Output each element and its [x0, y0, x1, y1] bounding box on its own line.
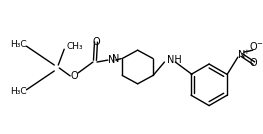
- Text: H₃C: H₃C: [10, 40, 27, 49]
- Text: CH₃: CH₃: [66, 42, 83, 51]
- Text: NH: NH: [168, 55, 182, 65]
- Text: H₃C: H₃C: [10, 87, 27, 96]
- Text: O: O: [250, 58, 257, 68]
- Text: −: −: [256, 41, 262, 47]
- Text: O: O: [92, 37, 100, 47]
- Text: +: +: [243, 49, 249, 55]
- Text: N: N: [112, 54, 119, 64]
- Text: N: N: [108, 55, 115, 65]
- Text: N: N: [238, 50, 246, 60]
- Text: O: O: [250, 42, 257, 52]
- Text: O: O: [70, 71, 78, 81]
